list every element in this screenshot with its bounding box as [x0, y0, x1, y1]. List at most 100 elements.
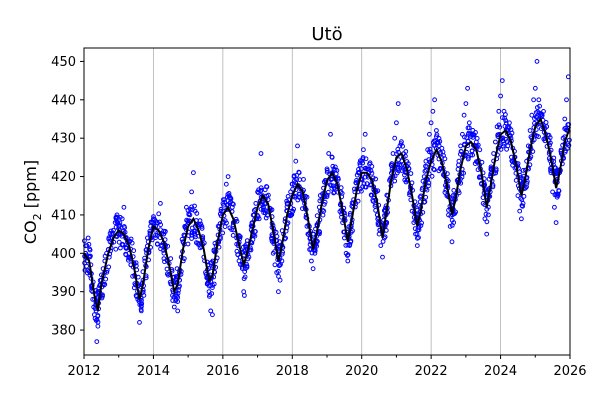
data-point [208, 308, 214, 314]
data-point [518, 195, 524, 201]
data-point [465, 125, 471, 131]
data-point [534, 59, 540, 64]
data-point [470, 128, 476, 133]
data-point [427, 131, 432, 137]
data-point [476, 175, 482, 180]
y-axis-title-unit: [ppm] [21, 160, 40, 213]
data-point [436, 136, 442, 141]
data-point [328, 131, 333, 137]
x-tick-label: 2026 [553, 364, 586, 379]
data-point [380, 254, 385, 260]
data-point [517, 208, 523, 214]
y-tick-label: 430 [51, 132, 76, 147]
y-tick-label: 420 [51, 170, 76, 185]
data-point [365, 166, 371, 172]
data-point [176, 288, 181, 293]
data-point [474, 143, 480, 149]
data-point [158, 222, 164, 228]
data-point [87, 246, 92, 252]
data-point [556, 188, 562, 193]
data-point [207, 292, 213, 298]
data-point [263, 215, 269, 221]
data-point [458, 148, 464, 154]
data-point [501, 141, 507, 147]
data-point [461, 170, 467, 176]
data-point [222, 224, 228, 230]
data-point [242, 293, 247, 298]
data-point [434, 128, 439, 133]
data-point [369, 170, 375, 176]
data-point [266, 192, 271, 198]
smoothed-line [83, 116, 571, 312]
data-point [503, 118, 509, 123]
data-point [403, 149, 409, 154]
data-point [531, 97, 536, 103]
data-point [94, 339, 100, 345]
data-point [405, 161, 411, 167]
data-point [292, 178, 297, 184]
data-point [530, 149, 536, 154]
data-point [256, 178, 262, 183]
data-point [158, 201, 163, 206]
data-point [392, 135, 398, 141]
data-point [378, 243, 384, 249]
data-point [418, 223, 424, 229]
data-point [235, 252, 241, 257]
data-point [243, 243, 248, 249]
data-point [276, 274, 281, 279]
data-point [137, 302, 143, 308]
data-point [311, 231, 317, 237]
data-point [296, 169, 302, 175]
data-point [276, 269, 281, 274]
data-point [262, 210, 268, 216]
data-point [504, 146, 510, 152]
data-point [430, 108, 436, 114]
data-point [123, 252, 129, 258]
data-point [395, 146, 401, 152]
data-point [226, 191, 232, 196]
data-point [191, 170, 196, 176]
data-point [188, 206, 193, 212]
data-point [496, 122, 502, 128]
data-point [197, 245, 203, 251]
data-point [151, 214, 156, 220]
data-point [156, 211, 162, 217]
data-point [162, 259, 167, 265]
data-point [499, 78, 505, 83]
data-point [220, 230, 226, 236]
y-tick-label: 440 [51, 93, 76, 108]
data-point [122, 229, 128, 235]
data-point [106, 264, 112, 270]
data-point [171, 304, 177, 310]
data-point [380, 239, 386, 244]
data-point [491, 151, 497, 156]
data-point [241, 289, 247, 295]
data-point [498, 93, 504, 99]
data-point [107, 230, 113, 236]
data-point [252, 233, 258, 239]
data-point [484, 219, 490, 225]
data-point [244, 265, 250, 270]
data-point [248, 247, 254, 253]
data-point [458, 143, 464, 149]
data-point [474, 136, 480, 141]
data-point [82, 267, 88, 273]
data-point [285, 194, 291, 199]
data-point [519, 197, 525, 202]
data-point [399, 139, 404, 145]
data-point [484, 231, 490, 237]
data-point [88, 253, 93, 259]
data-point [394, 170, 400, 176]
data-point [493, 168, 499, 173]
data-point [426, 157, 432, 163]
data-point [363, 156, 369, 162]
data-point [562, 116, 568, 122]
data-point [357, 160, 363, 166]
data-point [567, 137, 572, 143]
data-point [121, 204, 127, 210]
data-point [231, 202, 236, 207]
data-point [189, 204, 195, 210]
data-point [503, 120, 509, 126]
data-point [527, 128, 533, 133]
data-point [431, 166, 437, 172]
